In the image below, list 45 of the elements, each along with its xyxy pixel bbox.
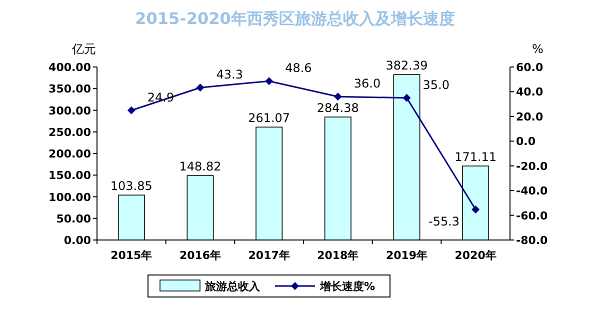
y2-tick-label: -80.0 [516,234,548,247]
y-tick-label: 50.00 [56,212,92,226]
data-label: -55.3 [428,214,460,228]
point [196,84,204,92]
data-label: 35.0 [422,78,450,92]
data-label: 48.6 [285,61,312,76]
y2-tick-label: 0.0 [516,135,536,148]
y-tick-label: 400.00 [48,61,92,74]
y-tick-label: 100.00 [48,190,92,204]
x-tick-label: 2018年 [317,249,359,262]
y-tick-label: 150.00 [48,169,92,182]
y2-tick-label: -40.0 [516,184,548,198]
x-tick-label: 2017年 [248,249,290,262]
data-label: 103.85 [110,179,152,194]
data-label: 261.07 [248,111,290,126]
data-label: 382.39 [386,58,428,73]
data-label: 148.82 [179,160,222,174]
point [265,77,274,86]
point [127,106,136,114]
chart-title: 2015-2020年西秀区旅游总收入及增长速度 [135,9,455,28]
y-tick-label: 250.00 [48,126,92,139]
data-label: 284.38 [316,101,359,116]
y-tick-label: 0.00 [64,234,92,247]
point [472,205,480,214]
legend-label: 增长速度% [319,280,376,293]
y2-axis-title: % [532,42,544,56]
y-tick-label: 200.00 [48,148,92,160]
x-tick-label: 2019年 [386,249,428,262]
point [402,94,411,102]
y-axis-title: 亿元 [71,42,96,56]
x-tick-label: 2020年 [454,249,496,262]
y2-tick-label: -20.0 [516,160,548,173]
y-tick-label: 350.00 [48,82,92,96]
point [334,92,342,101]
y2-tick-label: -60.0 [516,209,548,222]
y2-tick-label: 20.0 [516,110,544,124]
legend-label: 旅游总收入 [204,280,261,293]
data-label: 171.11 [454,150,497,164]
data-label: 36.0 [354,76,381,91]
data-label: 43.3 [216,68,243,82]
y2-tick-label: 60.0 [516,61,544,74]
x-tick-label: 2015年 [110,249,152,262]
y2-tick-label: 40.0 [516,86,544,99]
y-tick-label: 300.00 [48,104,92,118]
x-tick-label: 2016年 [179,249,222,262]
